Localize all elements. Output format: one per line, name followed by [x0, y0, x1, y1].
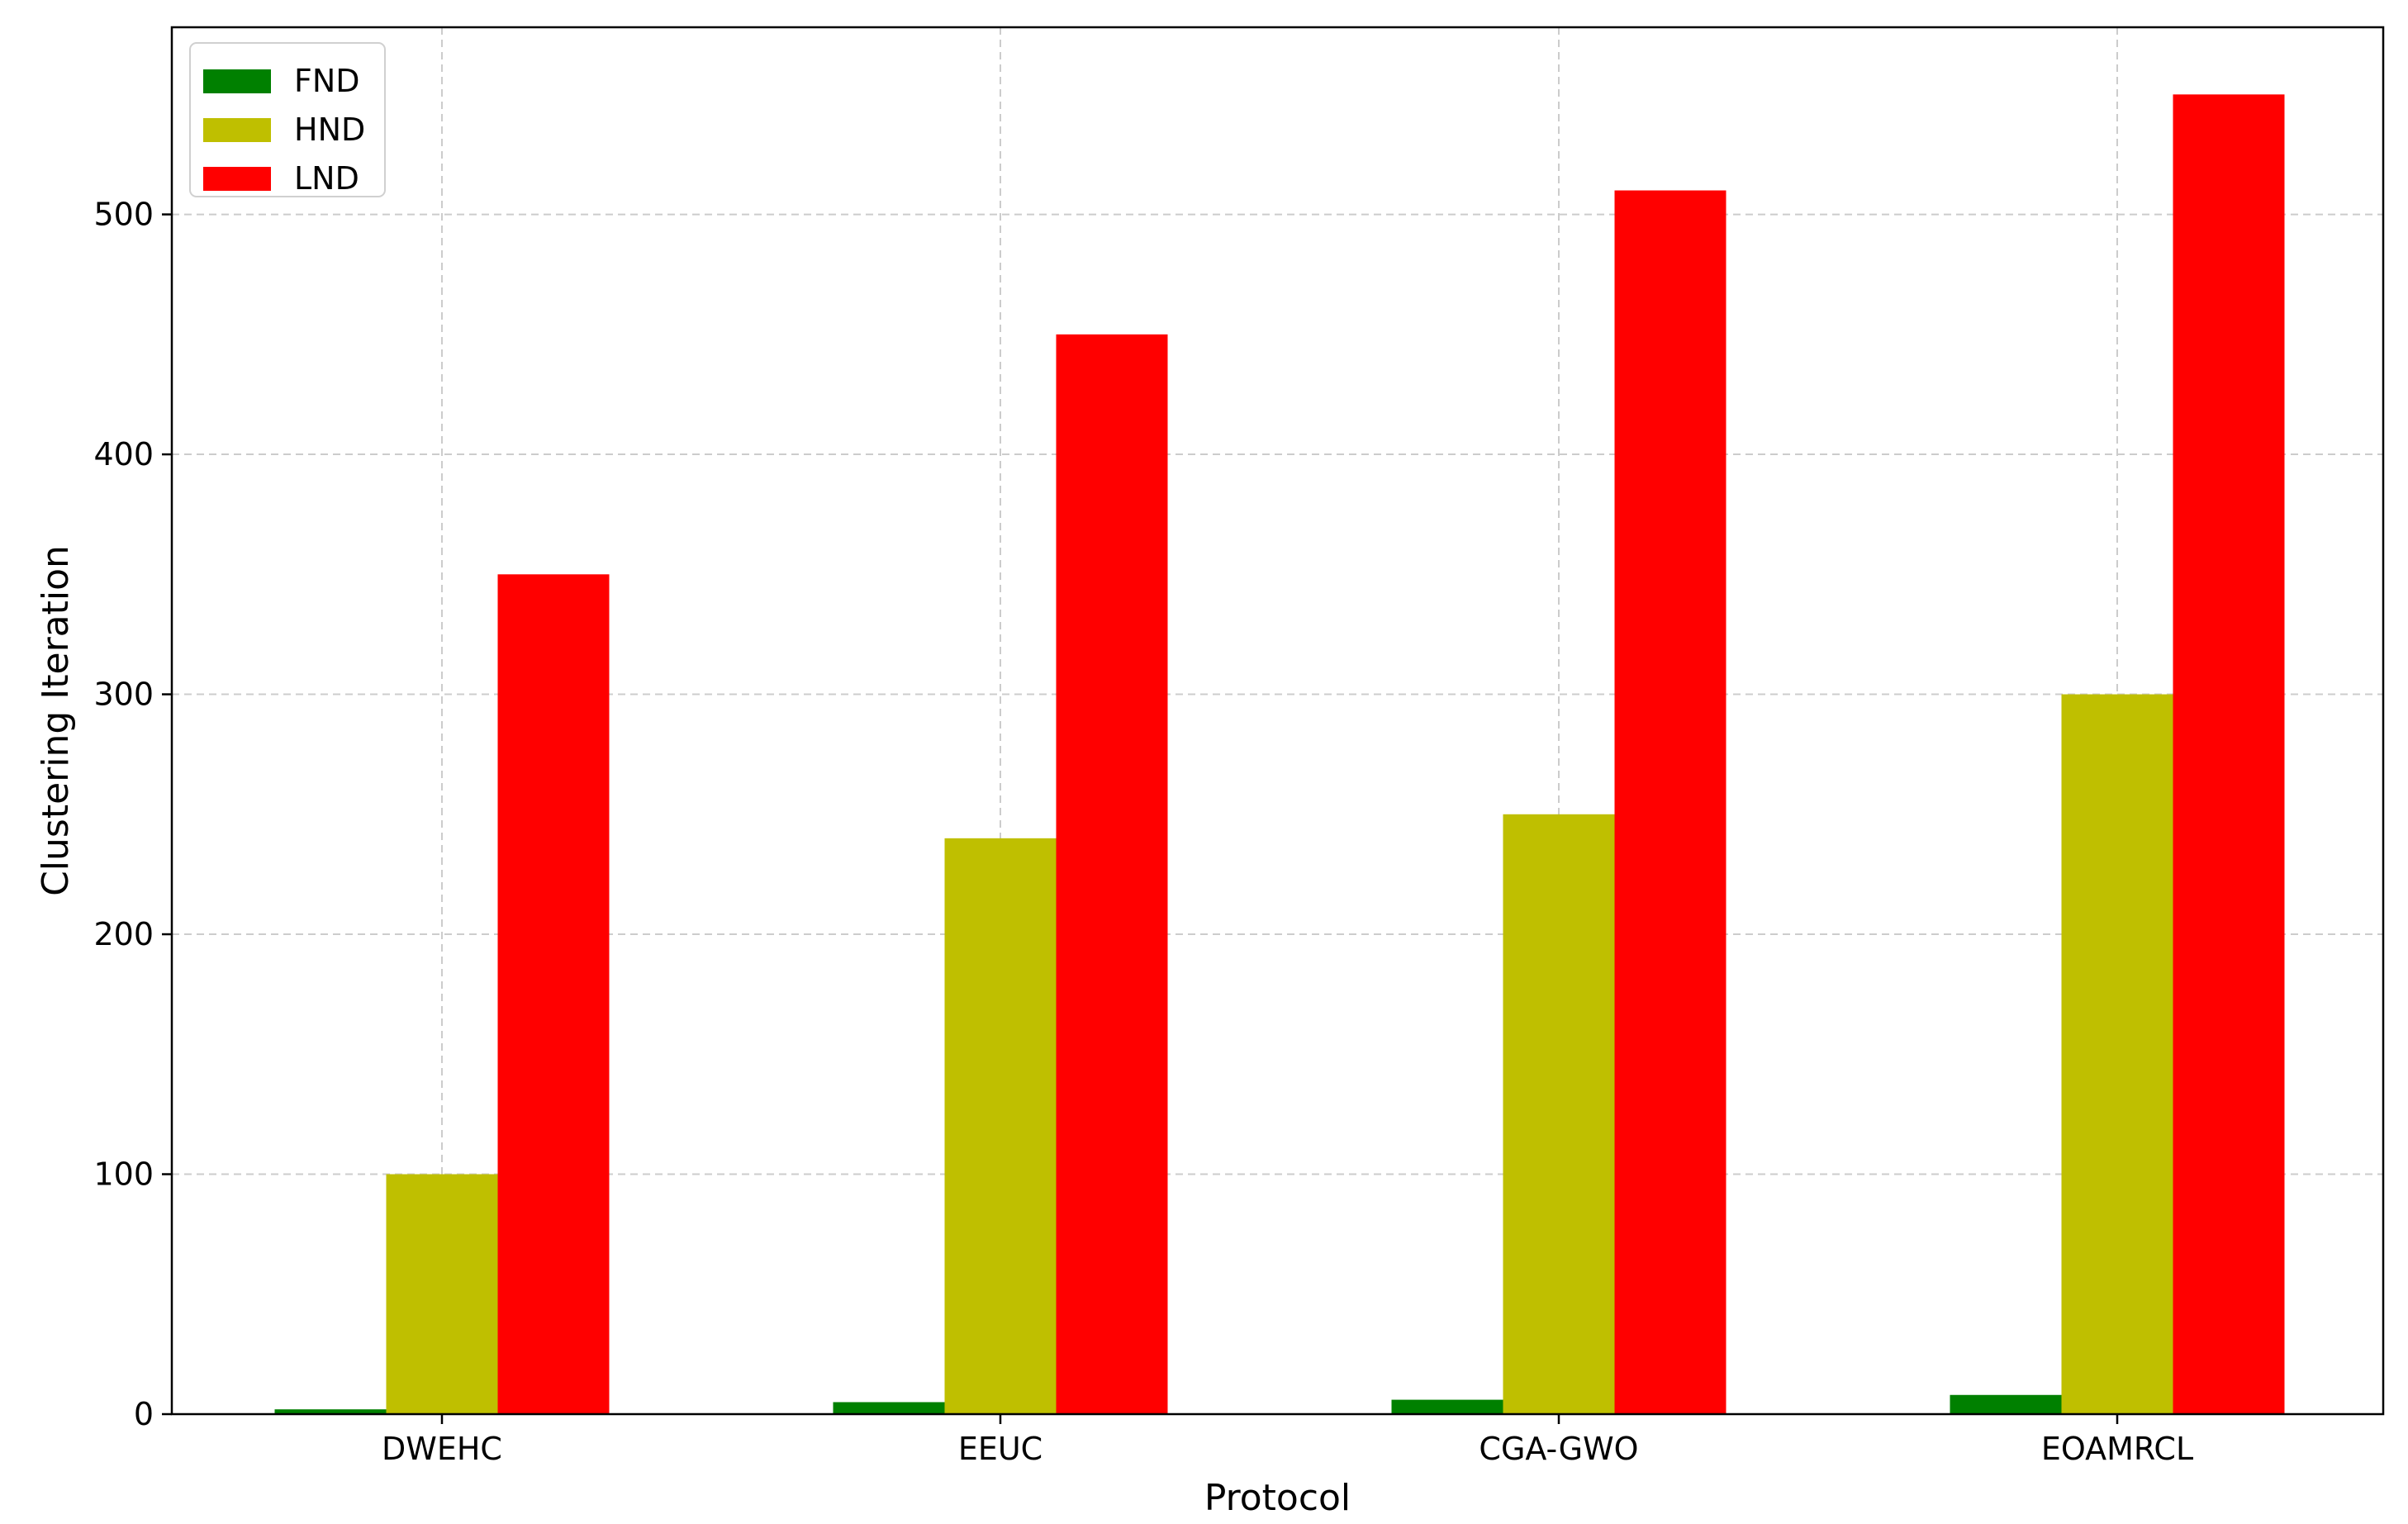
bar-fnd-cga-gwo: [1391, 1399, 1503, 1414]
x-axis-label: Protocol: [1204, 1477, 1351, 1519]
bar-lnd-dwehc: [497, 574, 610, 1414]
legend-label-hnd: HND: [294, 112, 365, 148]
y-tick-label: 400: [93, 436, 154, 472]
plot-frame: [170, 26, 2385, 1416]
bar-lnd-eoamrcl: [2173, 94, 2285, 1414]
y-tick-label: 200: [93, 916, 154, 952]
axis-ticks: 0 100 200 300 400 500 DWEHC EEUC CGA-GWO EOAMRCL: [93, 197, 2193, 1467]
legend-label-fnd: FND: [294, 63, 360, 99]
x-tick-label: DWEHC: [382, 1431, 502, 1467]
legend-swatch-hnd: [203, 118, 271, 142]
legend-swatch-fnd: [203, 69, 271, 93]
x-tick-label: EEUC: [958, 1431, 1043, 1467]
bar-lnd-eeuc: [1056, 334, 1168, 1414]
legend-swatch-lnd: [203, 167, 271, 191]
y-axis-label: Clustering Iteration: [35, 545, 77, 896]
y-tick-label: 300: [93, 677, 154, 713]
bar-fnd-eeuc: [833, 1402, 945, 1414]
x-tick-label: CGA-GWO: [1479, 1431, 1638, 1467]
legend: FND HND LND: [189, 42, 386, 197]
bar-hnd-cga-gwo: [1503, 814, 1615, 1414]
y-tick-label: 0: [134, 1396, 154, 1432]
bars: [274, 94, 2285, 1414]
bar-fnd-dwehc: [274, 1409, 387, 1414]
y-tick-label: 500: [93, 197, 154, 233]
x-tick-label: EOAMRCL: [2041, 1431, 2193, 1467]
bar-lnd-cga-gwo: [1614, 190, 1726, 1414]
bar-hnd-dwehc: [386, 1174, 498, 1414]
bar-hnd-eeuc: [944, 838, 1057, 1414]
legend-label-lnd: LND: [294, 160, 359, 197]
y-tick-label: 100: [93, 1156, 154, 1193]
bar-fnd-eoamrcl: [1950, 1394, 2062, 1414]
bar-hnd-eoamrcl: [2061, 694, 2173, 1414]
